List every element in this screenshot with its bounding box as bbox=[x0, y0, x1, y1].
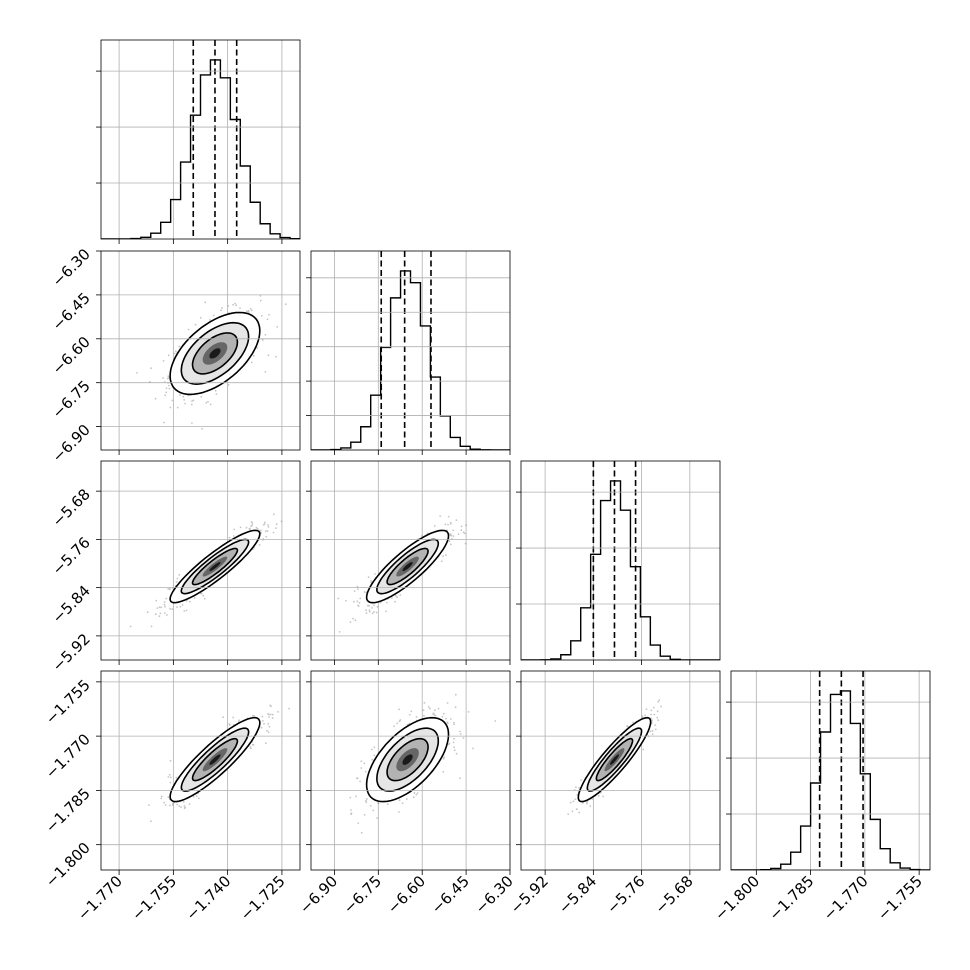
panel-3-3: −1.800 −1.785 −1.770 −1.755 bbox=[711, 670, 931, 924]
x-tick-label: −5.68 bbox=[651, 872, 696, 917]
y-tick-label: −5.84 bbox=[49, 582, 94, 627]
x-tick-label: −1.770 bbox=[820, 872, 872, 924]
panel-2-1 bbox=[306, 460, 511, 665]
contour-level-1 bbox=[169, 529, 261, 604]
panel-0-0 bbox=[96, 39, 301, 244]
y-tick-label: −6.45 bbox=[49, 289, 94, 334]
y-tick-label: −6.90 bbox=[49, 421, 94, 466]
panel-2-0: −5.92−5.84−5.76−5.68 bbox=[49, 460, 301, 675]
histogram-3 bbox=[731, 690, 930, 870]
contour-level-1 bbox=[365, 716, 450, 803]
x-tick-label: −5.76 bbox=[603, 872, 648, 917]
panel-plot-area bbox=[148, 704, 291, 823]
x-tick-label: −1.770 bbox=[74, 872, 126, 924]
x-tick-label: −1.755 bbox=[874, 872, 926, 924]
contour-level-3 bbox=[595, 737, 634, 782]
panel-1-1 bbox=[306, 250, 511, 455]
panel-frame bbox=[520, 460, 721, 661]
panel-frame bbox=[520, 670, 721, 871]
x-tick-label: −6.60 bbox=[384, 872, 429, 917]
x-tick-label: −1.755 bbox=[128, 872, 180, 924]
x-tick-label: −6.45 bbox=[428, 872, 473, 917]
panel-frame bbox=[100, 670, 301, 871]
panel-plot-area bbox=[129, 513, 283, 628]
panel-plot-area bbox=[101, 40, 300, 239]
contour-level-2 bbox=[376, 727, 440, 792]
panel-plot-area bbox=[349, 693, 497, 834]
y-tick-label: −1.755 bbox=[42, 676, 94, 728]
contour-level-2 bbox=[180, 321, 250, 386]
contour-level-3 bbox=[386, 737, 429, 782]
panel-3-1: −6.90−6.75−6.60−6.45−6.30 bbox=[296, 670, 517, 917]
y-tick-label: −5.92 bbox=[49, 630, 94, 675]
contour-level-1 bbox=[365, 529, 450, 604]
panel-plot-area bbox=[136, 295, 287, 430]
x-tick-label: −6.75 bbox=[340, 872, 385, 917]
y-tick-label: −1.800 bbox=[42, 839, 94, 891]
panel-frame bbox=[100, 39, 301, 240]
y-tick-label: −5.68 bbox=[49, 485, 94, 530]
x-tick-label: −1.785 bbox=[765, 872, 817, 924]
histogram-1 bbox=[311, 270, 510, 450]
panel-2-2 bbox=[516, 460, 721, 665]
histogram-0 bbox=[101, 59, 300, 239]
x-tick-label: −1.800 bbox=[711, 872, 763, 924]
panel-frame bbox=[100, 460, 301, 661]
y-tick-label: −6.30 bbox=[49, 245, 94, 290]
density-fill bbox=[402, 562, 413, 572]
y-tick-label: −6.75 bbox=[49, 377, 94, 422]
panel-3-0: −1.770 −1.755 −1.740 −1.725−1.800−1.785−1.7… bbox=[42, 670, 301, 924]
contour-level-1 bbox=[577, 716, 652, 803]
density-fill bbox=[209, 562, 221, 572]
panel-3-2: −5.92 −5.84 −5.76 −5.68 bbox=[507, 670, 721, 917]
density-fill bbox=[609, 754, 619, 765]
contour-level-3 bbox=[191, 737, 239, 782]
panel-plot-area bbox=[731, 671, 930, 870]
contour-level-2 bbox=[180, 538, 250, 595]
contour-level-3 bbox=[386, 547, 429, 586]
density-fill bbox=[209, 348, 221, 359]
density-fill bbox=[209, 754, 221, 765]
x-tick-label: −5.92 bbox=[507, 872, 552, 917]
panel-plot-area bbox=[311, 251, 510, 450]
x-tick-label: −6.30 bbox=[472, 872, 517, 917]
y-tick-label: −1.785 bbox=[42, 785, 94, 837]
x-tick-label: −1.725 bbox=[237, 872, 289, 924]
panel-frame bbox=[100, 250, 301, 451]
panel-frame bbox=[310, 670, 511, 871]
panel-1-0: −6.90−6.75−6.60−6.45−6.30 bbox=[49, 245, 301, 466]
density-fill bbox=[402, 754, 413, 765]
x-tick-label: −6.90 bbox=[296, 872, 341, 917]
y-tick-label: −6.60 bbox=[49, 333, 94, 378]
y-tick-label: −5.76 bbox=[49, 533, 94, 578]
panel-plot-area bbox=[337, 515, 468, 633]
contour-level-1 bbox=[169, 311, 261, 396]
contour-level-3 bbox=[191, 332, 239, 375]
panel-frame bbox=[730, 670, 931, 871]
contour-level-3 bbox=[191, 547, 239, 586]
panel-plot-area bbox=[567, 699, 662, 815]
x-tick-label: −5.84 bbox=[555, 872, 600, 917]
contour-level-1 bbox=[169, 716, 261, 803]
contour-level-2 bbox=[376, 538, 440, 595]
panel-frame bbox=[310, 250, 511, 451]
y-tick-label: −1.770 bbox=[42, 730, 94, 782]
x-tick-label: −1.740 bbox=[182, 872, 234, 924]
panel-frame bbox=[310, 460, 511, 661]
